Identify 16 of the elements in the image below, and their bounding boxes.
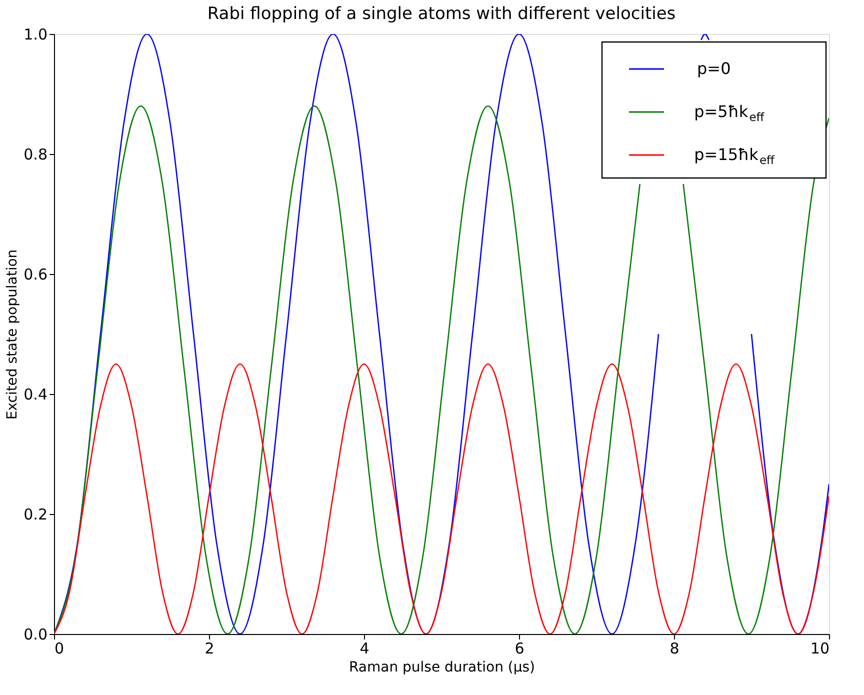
- x-tick-label: 10: [810, 640, 830, 658]
- y-axis-title: Excited state population: [4, 249, 21, 420]
- y-tick-label: 1.0: [24, 26, 48, 44]
- x-tick-label: 0: [54, 640, 64, 658]
- x-axis-title: Raman pulse duration (μs): [348, 660, 536, 676]
- legend-label: p=0: [697, 59, 731, 78]
- chart-title: Rabi flopping of a single atoms with different velocities: [207, 4, 676, 24]
- x-tick-label: 8: [670, 640, 680, 658]
- x-tick-label: 4: [360, 640, 370, 658]
- y-tick-label: 0.0: [24, 626, 48, 644]
- x-tick-label: 6: [514, 640, 524, 658]
- y-tick-label: 0.2: [24, 506, 48, 524]
- y-tick-label: 0.6: [24, 266, 48, 284]
- y-tick-label: 0.8: [24, 146, 48, 164]
- y-tick-label: 0.4: [24, 386, 48, 404]
- x-tick-label: 2: [204, 640, 214, 658]
